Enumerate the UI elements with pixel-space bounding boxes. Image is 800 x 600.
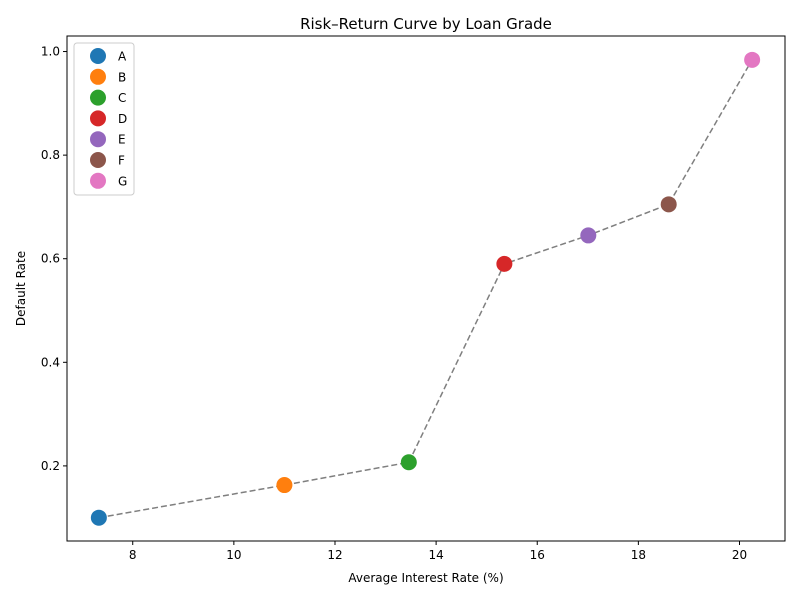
- x-tick-label: 8: [129, 548, 137, 562]
- y-axis: 0.2 0.4 0.6 0.8 1.0: [41, 45, 67, 473]
- point-grade-a: [90, 509, 107, 526]
- connecting-dashed-line: [98, 59, 753, 519]
- legend-marker-g: [90, 172, 106, 189]
- point-grade-f: [660, 196, 677, 213]
- legend-marker-d: [90, 110, 106, 127]
- point-grade-d: [496, 255, 513, 272]
- legend-label-a: A: [118, 50, 127, 64]
- x-tick-label: 12: [327, 548, 342, 562]
- x-axis-label: Average Interest Rate (%): [348, 571, 503, 585]
- y-tick-label: 0.4: [41, 355, 60, 369]
- y-tick-label: 0.8: [41, 148, 60, 162]
- x-tick-label: 14: [428, 548, 443, 562]
- y-axis-label: Default Rate: [14, 251, 28, 326]
- legend-marker-c: [90, 89, 106, 106]
- legend-label-b: B: [118, 70, 126, 84]
- legend-marker-b: [90, 68, 106, 85]
- legend-label-e: E: [118, 133, 126, 147]
- y-tick-label: 0.6: [41, 252, 60, 266]
- legend-label-f: F: [118, 154, 125, 168]
- x-tick-label: 18: [631, 548, 646, 562]
- plot-frame: [66, 35, 786, 542]
- legend-marker-e: [90, 131, 106, 148]
- legend-marker-f: [90, 152, 106, 168]
- x-tick-label: 20: [732, 548, 747, 562]
- plot-area: [90, 51, 761, 526]
- chart-title: Risk–Return Curve by Loan Grade: [300, 15, 552, 33]
- point-grade-c: [400, 454, 417, 471]
- y-tick-label: 1.0: [41, 45, 60, 59]
- legend-label-c: C: [118, 91, 126, 105]
- x-axis: 8 10 12 14 16 18 20: [129, 541, 747, 562]
- y-tick-label: 0.2: [41, 459, 60, 473]
- point-grade-b: [276, 477, 293, 494]
- legend-label-g: G: [118, 174, 127, 188]
- legend-label-d: D: [118, 112, 127, 126]
- legend-marker-a: [90, 48, 106, 64]
- x-tick-label: 10: [226, 548, 241, 562]
- point-grade-g: [744, 51, 761, 68]
- x-tick-label: 16: [530, 548, 545, 562]
- point-grade-e: [580, 227, 597, 244]
